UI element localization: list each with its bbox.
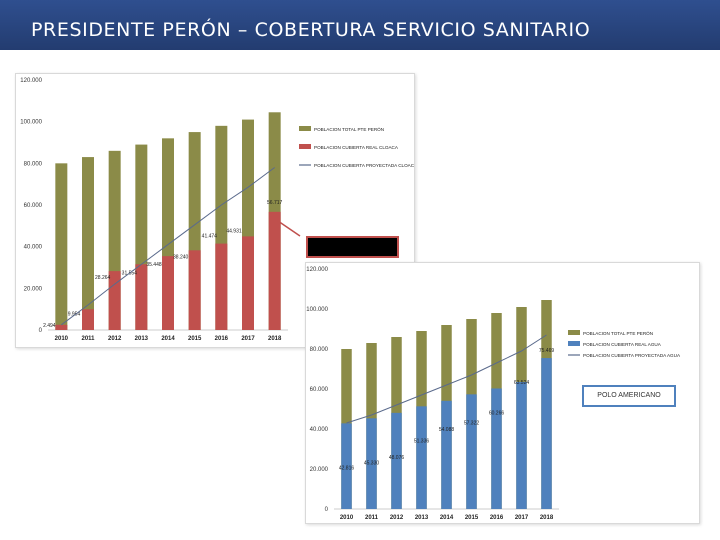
data-label-real: 60.266: [489, 410, 505, 416]
bar-real-2012: [108, 271, 121, 330]
line-projected: [346, 334, 547, 424]
y-tick-label: 100.000: [306, 307, 328, 313]
x-tick-label: 2011: [81, 336, 95, 342]
bar-real-2010: [341, 423, 352, 509]
x-tick-label: 2017: [515, 515, 529, 521]
x-tick-label: 2013: [415, 515, 429, 521]
x-tick-label: 2011: [365, 515, 379, 521]
data-label-real: 57.322: [464, 420, 480, 426]
legend-swatch-0: [568, 330, 580, 335]
y-tick-label: 100.000: [20, 120, 42, 126]
bar-real-2011: [82, 309, 94, 330]
legend-swatch-1: [568, 341, 580, 346]
chart-panel-cloaca: 0 20.000 40.000 60.000 80.000 100.000 120.000 2…: [15, 73, 418, 348]
chart-agua: 0 20.000 40.000 60.000 80.000 100.000 120.000 2…: [306, 267, 681, 521]
connector-cloaca: [277, 220, 301, 237]
chart-cloaca: 0 20.000 40.000 60.000 80.000 100.000 120.000 2…: [20, 78, 418, 342]
y-tick-label: 60.000: [310, 387, 329, 393]
y-tick-label: 0: [325, 507, 329, 513]
bar-total-2011: [82, 157, 94, 330]
data-label-real: 35.448: [146, 262, 162, 268]
data-label-real: 9.954: [68, 311, 81, 317]
y-tick-label: 20.000: [310, 467, 329, 473]
bar-real-2011: [366, 418, 377, 509]
bar-real-2014: [441, 400, 452, 509]
y-tick-label: 0: [39, 328, 43, 334]
x-tick-label: 2010: [55, 336, 69, 342]
y-tick-label: 40.000: [24, 245, 43, 251]
y-tick-label: 20.000: [24, 286, 43, 292]
y-tick-label: 120.000: [20, 78, 42, 84]
data-label-real: 56.717: [267, 200, 283, 206]
data-label-real: 51.336: [414, 438, 430, 444]
x-tick-label: 2013: [135, 336, 149, 342]
data-label-real: 38.240: [173, 254, 189, 260]
y-tick-label: 80.000: [24, 161, 43, 167]
y-tick-label: 60.000: [24, 203, 43, 209]
x-tick-label: 2012: [108, 336, 122, 342]
bar-real-2013: [135, 264, 148, 330]
header-band: PRESIDENTE PERÓN – COBERTURA SERVICIO SA…: [0, 0, 720, 50]
data-label-real: 41.474: [202, 234, 218, 240]
bar-real-2016: [215, 243, 228, 330]
bar-real-2013: [416, 406, 427, 509]
x-tick-label: 2018: [268, 336, 282, 342]
legend-label-0: POBLACION TOTAL PTE PERÓN: [583, 330, 653, 336]
legend-swatch-1: [299, 144, 311, 149]
legend-label-2: POBLACION CUBIERTA PROYECTADA AGUA: [583, 353, 681, 358]
data-label-real: 48.076: [389, 455, 405, 461]
bar-real-2018: [268, 211, 281, 330]
x-tick-label: 2015: [465, 515, 479, 521]
bar-real-2015: [188, 250, 201, 330]
data-label-real: 54.088: [439, 427, 455, 433]
x-tick-label: 2014: [161, 336, 175, 342]
y-tick-label: 40.000: [310, 427, 329, 433]
data-label-real: 2.494: [43, 323, 56, 329]
bar-total-2010: [55, 163, 68, 330]
data-label-real: 75.469: [539, 348, 555, 354]
callout-redacted: [306, 236, 399, 258]
legend-label-1: POBLACION CUBIERTA REAL CLOACA: [314, 145, 399, 150]
legend-swatch-0: [299, 126, 311, 131]
bar-real-2012: [391, 412, 402, 509]
x-tick-label: 2015: [188, 336, 202, 342]
line-projected: [61, 167, 275, 326]
x-tick-label: 2014: [440, 515, 454, 521]
legend-label-1: POBLACION CUBIERTA REAL AGUA: [583, 342, 662, 347]
bar-real-2017: [516, 381, 527, 509]
bar-real-2014: [162, 256, 174, 330]
data-label-real: 28.264: [95, 275, 111, 281]
bar-real-2010: [55, 324, 68, 330]
y-tick-label: 80.000: [310, 347, 329, 353]
data-label-real: 42.816: [339, 465, 355, 471]
bar-real-2016: [491, 388, 502, 509]
bar-real-2017: [242, 236, 254, 330]
bar-real-2018: [541, 358, 552, 509]
x-tick-label: 2010: [340, 515, 354, 521]
x-tick-label: 2017: [241, 336, 255, 342]
callout-polo-americano: POLO AMERICANO: [582, 385, 676, 407]
bar-real-2015: [466, 394, 477, 509]
x-tick-label: 2012: [390, 515, 404, 521]
legend-label-0: POBLACION TOTAL PTE PERÓN: [314, 126, 384, 132]
page-title: PRESIDENTE PERÓN – COBERTURA SERVICIO SA…: [31, 19, 591, 41]
legend-label-2: POBLACION CUBIERTA PROYECTADA CLOACA: [314, 163, 414, 168]
data-label-real: 44.931: [226, 228, 242, 234]
data-label-real: 63.524: [514, 380, 530, 386]
y-tick-label: 120.000: [306, 267, 328, 273]
data-label-real: 45.330: [364, 460, 380, 466]
x-tick-label: 2016: [215, 336, 229, 342]
x-tick-label: 2016: [490, 515, 504, 521]
x-tick-label: 2018: [540, 515, 554, 521]
